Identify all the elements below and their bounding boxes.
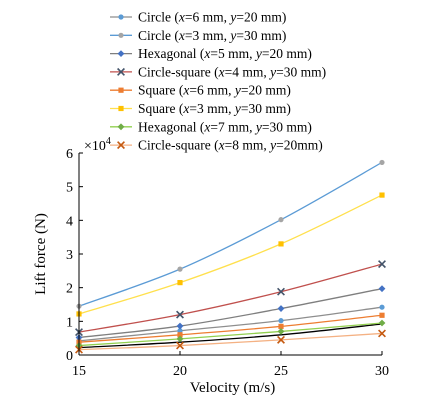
y-tick-label: 1: [66, 315, 73, 330]
series-line-0: [78, 306, 383, 342]
y-tick-label: 3: [66, 248, 73, 263]
series-6-point-1: [176, 335, 184, 343]
legend-swatch-marker: [117, 141, 125, 150]
series-6-point-2: [277, 328, 285, 335]
y-tick-label: 0: [66, 349, 73, 364]
series-line-4: [78, 314, 383, 343]
legend-label: Hexagonal (x=7 mm, y=30 mm): [138, 119, 312, 134]
series-3-point-1: [176, 310, 184, 319]
legend-label: Hexagonal (x=5 mm, y=20 mm): [138, 46, 312, 61]
legend-label: Square (x=6 mm, y=20 mm): [138, 83, 291, 98]
legend-item-0: Circle (x=6 mm, y=20 mm): [110, 10, 286, 25]
x-tick-label: 25: [274, 364, 288, 379]
series-6-point-3: [378, 319, 386, 327]
series-line-6: [78, 322, 383, 347]
series-4-point-2: [278, 323, 284, 329]
legend-label: Circle (x=6 mm, y=20 mm): [138, 10, 286, 25]
legend-item-5: Square (x=3 mm, y=30 mm): [110, 101, 291, 116]
series-7-point-1: [176, 341, 184, 350]
x-tick-label: 30: [375, 364, 389, 379]
series-0-point-2: [278, 318, 284, 324]
series-lines: [78, 161, 383, 351]
y-tick-label: 5: [66, 181, 73, 196]
series-line-2: [78, 288, 383, 339]
series-2-point-2: [277, 305, 285, 312]
y-tick-label: 6: [66, 147, 73, 162]
series-2-point-3: [378, 285, 386, 293]
legend-label: Square (x=3 mm, y=30 mm): [138, 101, 291, 116]
unlabeled-series-line-0: [78, 323, 383, 349]
legend-swatch-marker: [118, 14, 124, 20]
series-3-point-3: [378, 260, 386, 269]
series-markers: [75, 159, 386, 354]
legend-swatch-marker: [117, 50, 125, 57]
series-5-point-1: [177, 280, 183, 286]
series-4-point-1: [177, 332, 183, 338]
legend-item-4: Square (x=6 mm, y=20 mm): [110, 83, 291, 98]
legend-item-7: Circle-square (x=8 mm, y=20mm): [110, 138, 323, 153]
axes: 15 20 25 30 0 1 2 3 4 5 6 ×104 Velocity (m/s) Lift fo…: [33, 136, 389, 396]
legend-swatch-marker: [118, 105, 124, 112]
series-2-point-1: [176, 322, 184, 330]
y-axis-multiplier: ×104: [84, 136, 111, 154]
legend-swatch-marker: [117, 123, 125, 131]
legend-item-2: Hexagonal (x=5 mm, y=20 mm): [110, 46, 312, 61]
series-0-point-1: [177, 328, 183, 334]
x-axis-title: Velocity (m/s): [190, 380, 275, 396]
series-5-point-3: [379, 192, 385, 198]
legend-swatch-marker: [117, 67, 125, 76]
series-0-point-3: [379, 304, 385, 310]
legend-item-3: Circle-square (x=4 mm, y=30 mm): [110, 64, 326, 79]
series-7-point-2: [277, 335, 285, 344]
y-tick-label: 2: [66, 282, 73, 297]
legend-swatch-marker: [118, 87, 124, 93]
series-3-point-2: [277, 287, 285, 296]
series-line-5: [78, 194, 383, 315]
series-line-3: [78, 263, 383, 333]
legend-item-1: Circle (x=3 mm, y=30 mm): [110, 28, 286, 43]
series-7-point-3: [378, 329, 386, 338]
x-tick-label: 20: [173, 364, 187, 379]
y-axis-title: Lift force (N): [33, 213, 49, 295]
series-1-point-3: [379, 159, 385, 166]
x-tick-label: 15: [72, 364, 86, 379]
series-line-7: [78, 332, 383, 351]
series-5-point-2: [278, 241, 284, 247]
series-4-point-3: [379, 312, 385, 318]
legend-label: Circle-square (x=8 mm, y=20mm): [138, 138, 323, 153]
series-1-point-2: [278, 217, 284, 223]
series-1-point-1: [177, 266, 183, 272]
legend-label: Circle (x=3 mm, y=30 mm): [138, 28, 286, 43]
legend: Circle (x=6 mm, y=20 mm) Circle (x=3 mm, …: [110, 10, 326, 153]
legend-label: Circle-square (x=4 mm, y=30 mm): [138, 64, 326, 79]
series-line-1: [78, 161, 383, 307]
plot-area: 15 20 25 30 0 1 2 3 4 5 6 ×104 Velocity (m/s) Lift fo…: [33, 136, 389, 396]
legend-item-6: Hexagonal (x=7 mm, y=30 mm): [110, 119, 312, 134]
legend-swatch-marker: [118, 32, 124, 38]
y-tick-label: 4: [66, 214, 73, 229]
